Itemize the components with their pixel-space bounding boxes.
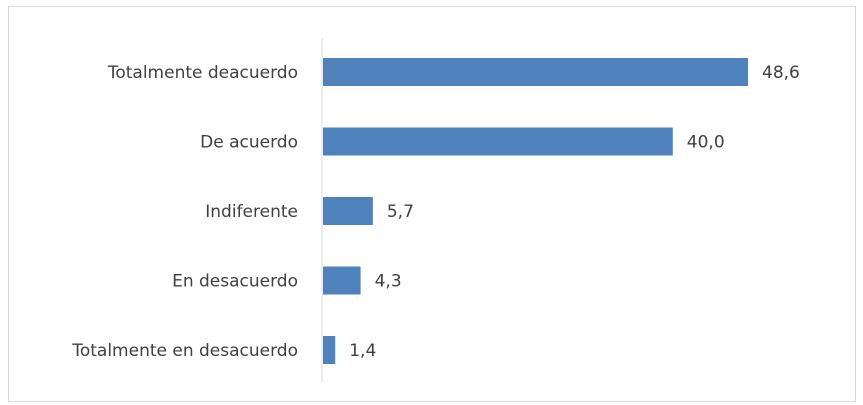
category-label: Indiferente: [205, 202, 298, 222]
category-label: De acuerdo: [200, 133, 298, 153]
category-label: Totalmente en desacuerdo: [71, 341, 298, 361]
category-label: En desacuerdo: [172, 272, 298, 292]
bars: [323, 58, 748, 364]
value-label: 1,4: [349, 341, 376, 361]
value-label: 40,0: [687, 133, 725, 153]
value-label: 4,3: [375, 272, 402, 292]
value-labels: 48,6 40,0 5,7 4,3 1,4: [349, 63, 800, 361]
value-label: 5,7: [387, 202, 414, 222]
bar: [323, 266, 361, 295]
bar: [323, 58, 748, 86]
bar: [323, 197, 373, 225]
bar: [323, 336, 336, 364]
category-labels: Totalmente deacuerdo De acuerdo Indiferent…: [71, 63, 298, 361]
category-label: Totalmente deacuerdo: [107, 63, 298, 83]
bar: [323, 127, 673, 156]
value-label: 48,6: [762, 63, 800, 83]
